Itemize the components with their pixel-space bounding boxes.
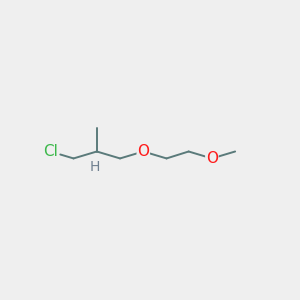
Text: O: O bbox=[206, 151, 218, 166]
Text: H: H bbox=[90, 160, 100, 173]
Text: O: O bbox=[137, 144, 149, 159]
Text: Cl: Cl bbox=[43, 144, 58, 159]
